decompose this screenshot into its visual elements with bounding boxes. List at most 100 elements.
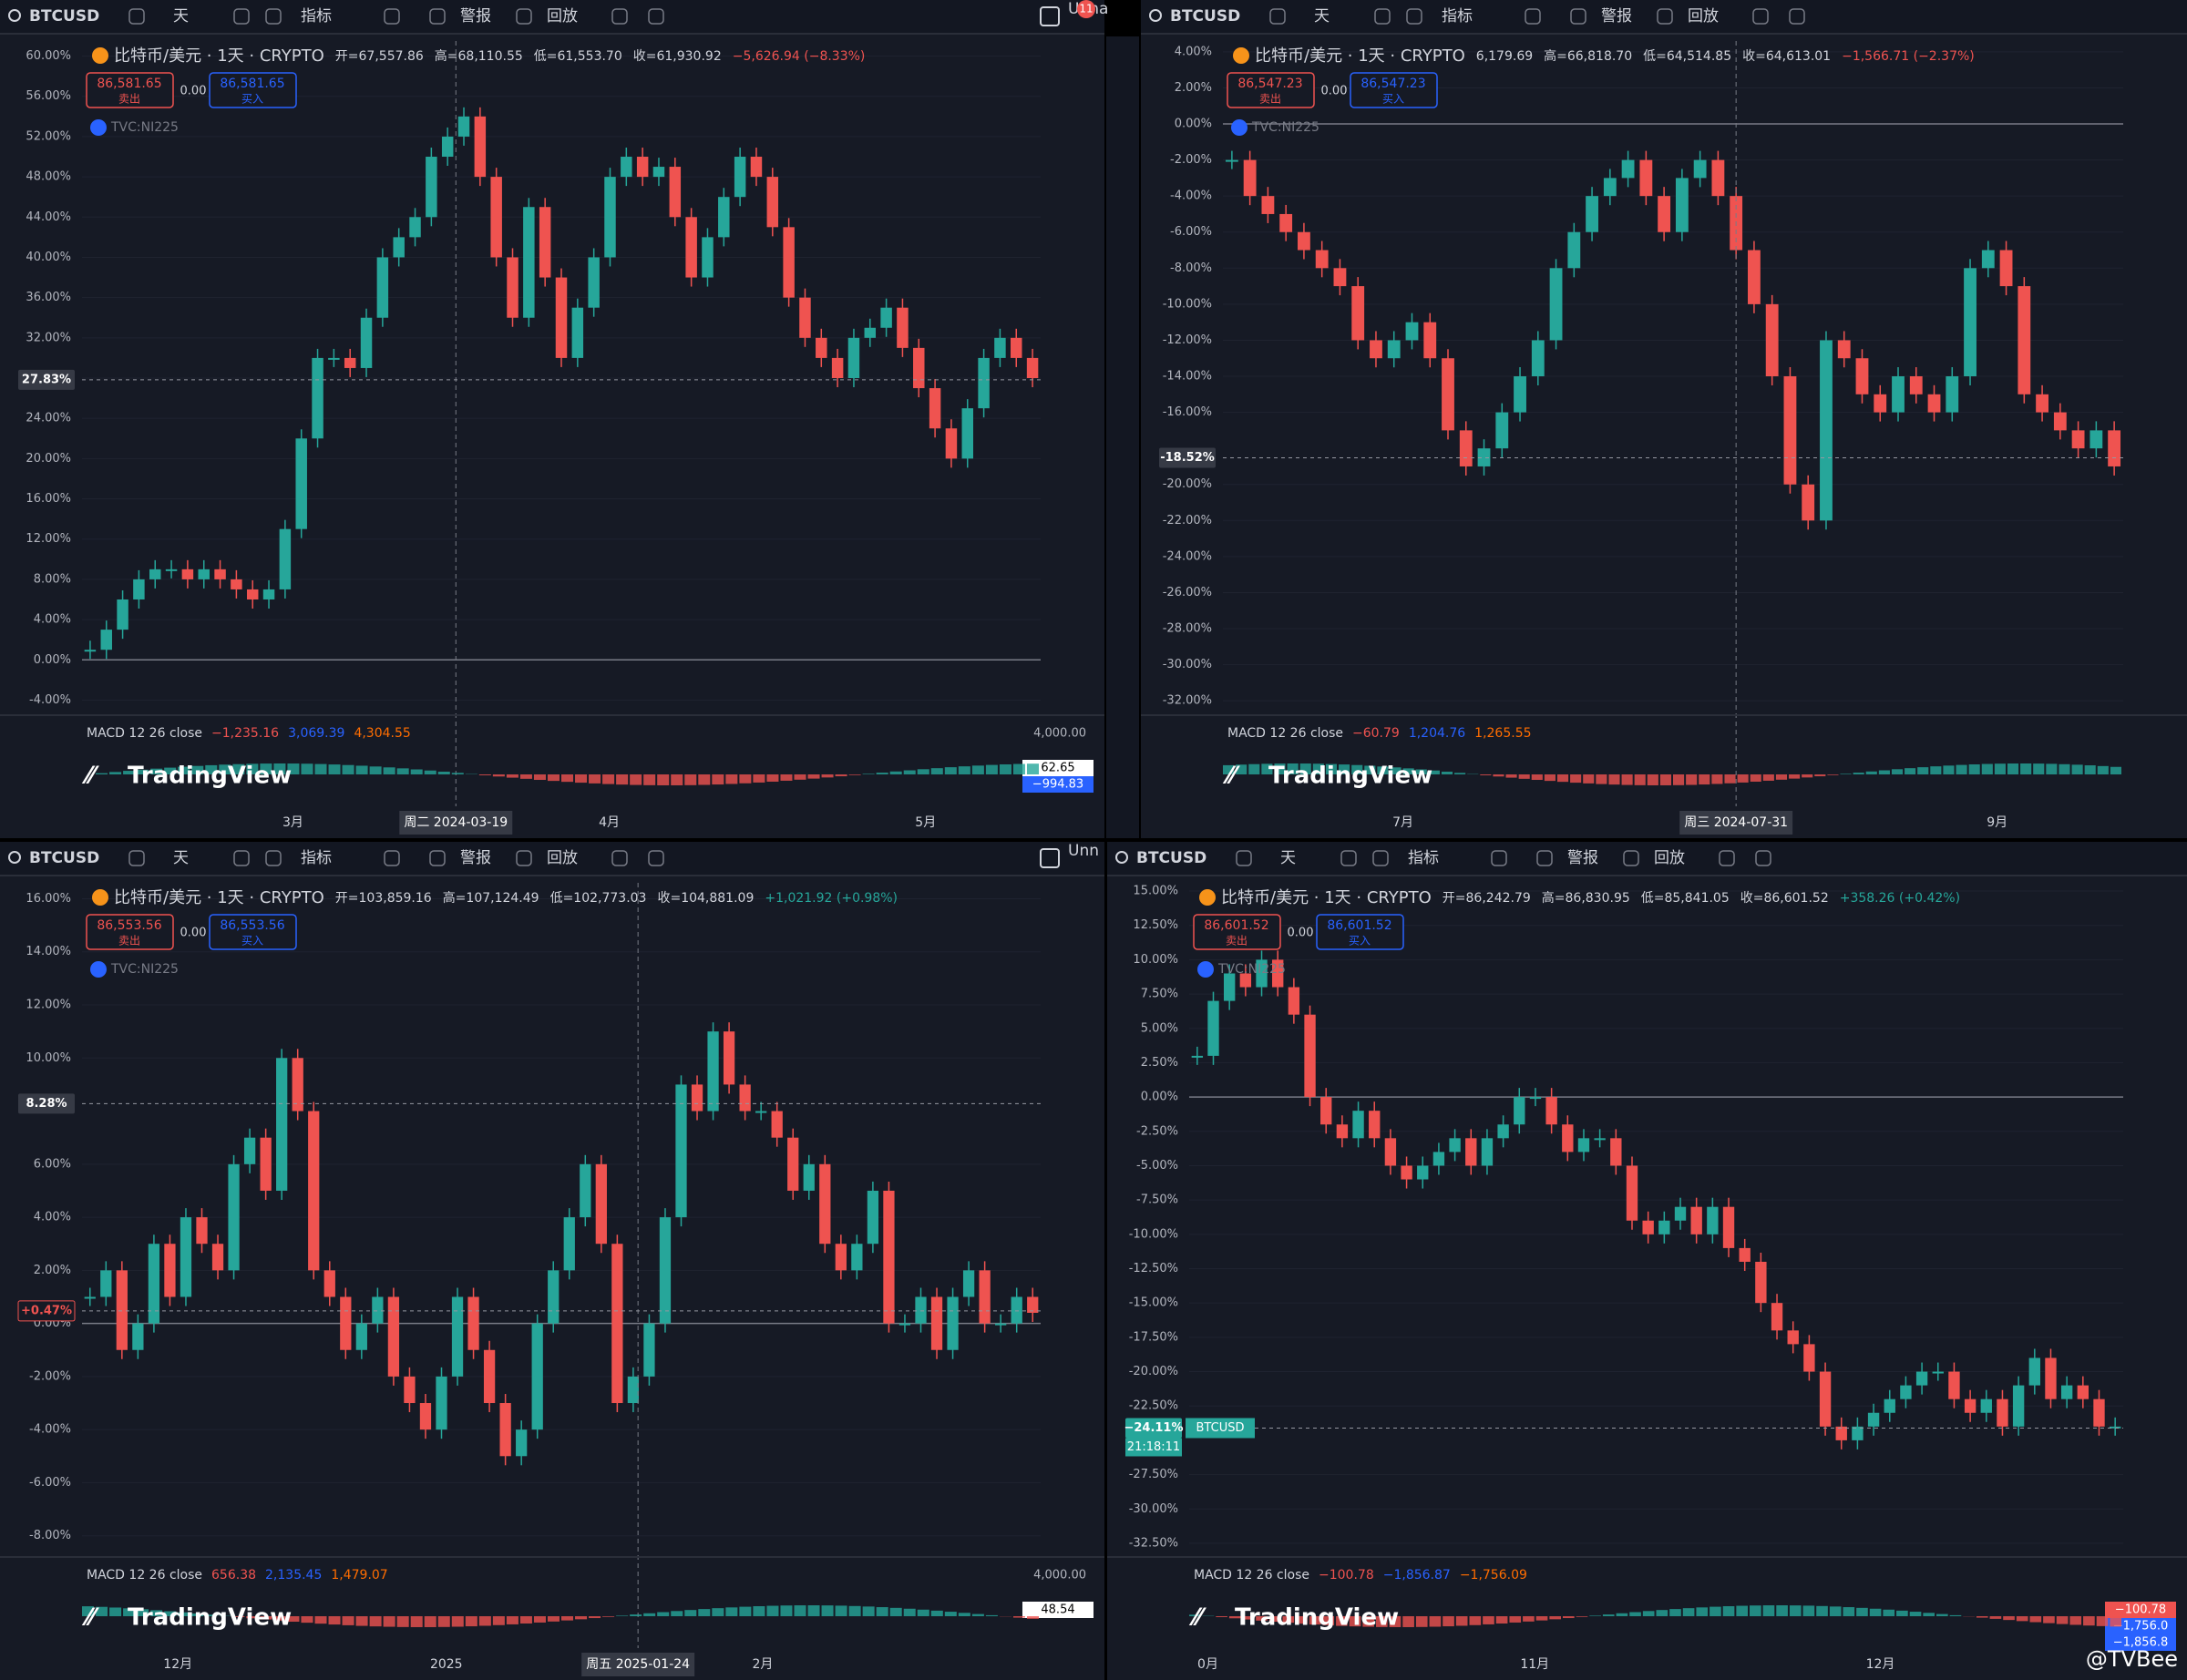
sell-box[interactable] — [1227, 72, 1315, 108]
toolbar-icon-layouts[interactable] — [384, 8, 400, 25]
toolbar-replay[interactable]: 回放 — [547, 7, 578, 26]
macd-histogram — [396, 1616, 409, 1627]
toolbar-alert[interactable]: 警报 — [460, 7, 491, 26]
macd-histogram — [889, 1607, 902, 1616]
candle — [835, 1244, 847, 1271]
buy-price[interactable]: 86,553.56 — [220, 918, 284, 933]
sell-box[interactable] — [1193, 914, 1281, 950]
sell-label[interactable]: 卖出 — [1259, 93, 1281, 106]
buy-price[interactable]: 86,601.52 — [1327, 918, 1391, 933]
toolbar-icon-layouts[interactable] — [1525, 8, 1541, 25]
toolbar-interval[interactable]: 天 — [173, 849, 189, 867]
toolbar-symbol[interactable]: BTCUSD — [29, 7, 99, 26]
sell-box[interactable] — [86, 914, 174, 950]
toolbar-icon-undo[interactable] — [611, 850, 628, 866]
toolbar-interval[interactable]: 天 — [173, 7, 189, 26]
toolbar-icon-replay-icon[interactable] — [516, 8, 532, 25]
toolbar-indicators[interactable]: 指标 — [301, 849, 332, 867]
buy-box[interactable] — [209, 914, 297, 950]
toolbar-icon-alert-icon[interactable] — [1536, 850, 1553, 866]
toolbar-icon-replay-icon[interactable] — [1623, 850, 1639, 866]
toolbar-replay[interactable]: 回放 — [547, 849, 578, 867]
sell-price[interactable]: 86,553.56 — [97, 918, 161, 933]
buy-label[interactable]: 买入 — [241, 935, 263, 948]
toolbar-alert[interactable]: 警报 — [1601, 7, 1632, 26]
buy-price[interactable]: 86,581.65 — [220, 77, 284, 91]
toolbar-icon-layouts[interactable] — [384, 850, 400, 866]
toolbar-icon-ind[interactable] — [1406, 8, 1422, 25]
layout-checkbox[interactable] — [1040, 848, 1060, 868]
macd-histogram — [821, 1605, 834, 1616]
macd-histogram — [1789, 1605, 1802, 1616]
toolbar-icon-undo[interactable] — [1752, 8, 1769, 25]
candle — [1964, 1398, 1977, 1413]
macd-histogram — [1722, 1605, 1735, 1616]
toolbar-icon-alert-icon[interactable] — [1570, 8, 1586, 25]
toolbar-icon-undo[interactable] — [1719, 850, 1735, 866]
toolbar-symbol[interactable]: BTCUSD — [1136, 849, 1206, 867]
toolbar-icon-ind[interactable] — [1372, 850, 1389, 866]
macd-histogram — [575, 774, 588, 784]
toolbar-icon-add[interactable] — [128, 8, 145, 25]
sell-price[interactable]: 86,547.23 — [1237, 77, 1302, 91]
candle — [355, 1323, 367, 1350]
candle — [116, 1270, 128, 1350]
candle — [457, 116, 470, 137]
toolbar-icon-alert-icon[interactable] — [429, 8, 446, 25]
sell-price[interactable]: 86,581.65 — [97, 77, 161, 91]
sell-label[interactable]: 卖出 — [118, 935, 140, 948]
toolbar-symbol[interactable]: BTCUSD — [1170, 7, 1240, 26]
toolbar-icon-bars[interactable] — [1374, 8, 1391, 25]
toolbar-icon-undo[interactable] — [611, 8, 628, 25]
sell-box[interactable] — [86, 72, 174, 108]
y-tick-label: -17.50% — [1129, 1330, 1178, 1344]
toolbar-replay[interactable]: 回放 — [1688, 7, 1719, 26]
toolbar-indicators[interactable]: 指标 — [1408, 849, 1439, 867]
buy-price[interactable]: 86,547.23 — [1360, 77, 1425, 91]
toolbar-interval[interactable]: 天 — [1280, 849, 1296, 867]
toolbar-icon-add[interactable] — [128, 850, 145, 866]
toolbar-icon-redo[interactable] — [648, 850, 664, 866]
toolbar-icon-ind[interactable] — [265, 850, 282, 866]
macd-histogram — [1762, 1605, 1775, 1616]
toolbar-icon-bars[interactable] — [1340, 850, 1357, 866]
toolbar-indicators[interactable]: 指标 — [1442, 7, 1473, 26]
sell-price[interactable]: 86,601.52 — [1204, 918, 1268, 933]
toolbar-icon-add[interactable] — [1269, 8, 1286, 25]
candle — [1835, 1426, 1847, 1440]
toolbar-icon-bars[interactable] — [233, 8, 250, 25]
toolbar-icon-redo[interactable] — [648, 8, 664, 25]
macd-histogram — [616, 774, 629, 785]
toolbar-interval[interactable]: 天 — [1314, 7, 1330, 26]
toolbar-icon-add[interactable] — [1236, 850, 1252, 866]
toolbar-icon-redo[interactable] — [1789, 8, 1805, 25]
toolbar-icon-alert-icon[interactable] — [429, 850, 446, 866]
toolbar-icon-replay-icon[interactable] — [516, 850, 532, 866]
sell-label[interactable]: 卖出 — [1226, 935, 1248, 948]
buy-box[interactable] — [209, 72, 297, 108]
toolbar-indicators[interactable]: 指标 — [301, 7, 332, 26]
toolbar-symbol[interactable]: BTCUSD — [29, 849, 99, 867]
toolbar-icon-replay-icon[interactable] — [1657, 8, 1673, 25]
sell-label[interactable]: 卖出 — [118, 93, 140, 106]
x-tick-label: 2025 — [430, 1657, 463, 1672]
toolbar-alert[interactable]: 警报 — [1567, 849, 1598, 867]
buy-label[interactable]: 买入 — [1349, 935, 1371, 948]
buy-box[interactable] — [1316, 914, 1404, 950]
macd-histogram — [1923, 1613, 1935, 1616]
toolbar-icon-layouts[interactable] — [1491, 850, 1507, 866]
layout-checkbox[interactable] — [1040, 6, 1060, 26]
buy-label[interactable]: 买入 — [241, 93, 263, 106]
toolbar-icon-ind[interactable] — [265, 8, 282, 25]
layout-name[interactable]: Unn — [1068, 842, 1099, 860]
macd-histogram — [314, 763, 327, 774]
toolbar-replay[interactable]: 回放 — [1654, 849, 1685, 867]
toolbar-icon-redo[interactable] — [1755, 850, 1771, 866]
toolbar-icon-bars[interactable] — [233, 850, 250, 866]
buy-box[interactable] — [1350, 72, 1438, 108]
legend-low: 低=85,841.05 — [1641, 891, 1730, 906]
buy-label[interactable]: 买入 — [1382, 93, 1404, 106]
toolbar-alert[interactable]: 警报 — [460, 849, 491, 867]
candle — [1545, 1097, 1557, 1125]
crosshair-label-bg — [399, 811, 513, 835]
